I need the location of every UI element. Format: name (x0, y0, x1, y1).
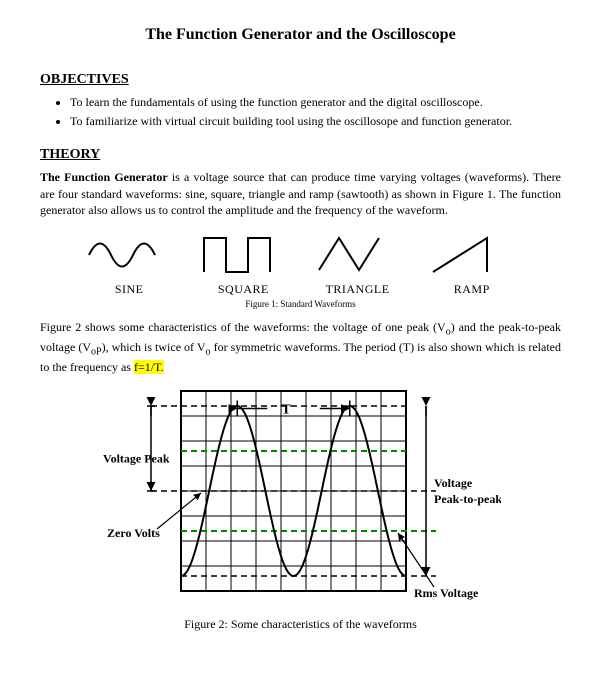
term-function-generator: The Function Generator (40, 170, 168, 184)
text: Figure 2 shows some characteristics of t… (40, 320, 446, 334)
waveform-label: TRIANGLE (326, 282, 390, 297)
theory-heading: THEORY (40, 147, 561, 163)
waveform-sine: SINE (84, 232, 174, 297)
figure-1-waveforms: SINE SQUARE TRIANGLE RAMP (60, 232, 541, 297)
page-title: The Function Generator and the Oscillosc… (40, 26, 561, 44)
waveform-label: RAMP (454, 282, 490, 297)
ramp-icon (427, 232, 517, 278)
figure-2-svg: T Voltage Peak Zero Volts Voltage Peak-to-pe… (101, 381, 501, 611)
waveform-ramp: RAMP (427, 232, 517, 297)
theory-paragraph-2: Figure 2 shows some characteristics of t… (40, 319, 561, 375)
svg-text:Zero Volts: Zero Volts (107, 526, 160, 540)
svg-text:Rms Voltage: Rms Voltage (414, 586, 479, 600)
waveform-label: SINE (115, 282, 144, 297)
waveform-label: SQUARE (218, 282, 269, 297)
objectives-list: To learn the fundamentals of using the f… (40, 94, 561, 129)
waveform-triangle: TRIANGLE (313, 232, 403, 297)
objectives-heading: OBJECTIVES (40, 72, 561, 88)
svg-text:Voltage: Voltage (434, 476, 473, 490)
svg-text:T: T (281, 402, 291, 417)
highlighted-formula: f=1/T. (134, 360, 164, 374)
text: ), which is twice of V (102, 340, 206, 354)
square-icon (198, 232, 288, 278)
svg-text:Peak-to-peak: Peak-to-peak (434, 492, 501, 506)
figure-2: T Voltage Peak Zero Volts Voltage Peak-to-pe… (40, 381, 561, 611)
theory-paragraph-1: The Function Generator is a voltage sour… (40, 169, 561, 218)
waveform-square: SQUARE (198, 232, 288, 297)
list-item: To learn the fundamentals of using the f… (70, 94, 561, 110)
svg-text:Voltage Peak: Voltage Peak (103, 451, 170, 465)
subscript: oP (91, 346, 102, 357)
document-page: The Function Generator and the Oscillosc… (0, 0, 601, 656)
figure-2-caption: Figure 2: Some characteristics of the wa… (40, 617, 561, 632)
list-item: To familiarize with virtual circuit buil… (70, 113, 561, 129)
sine-icon (84, 232, 174, 278)
figure-1-caption: Figure 1: Standard Waveforms (40, 299, 561, 309)
triangle-icon (313, 232, 403, 278)
